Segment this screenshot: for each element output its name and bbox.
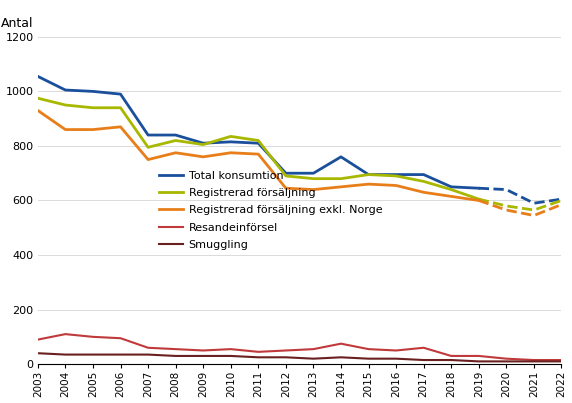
- Text: Antal: Antal: [1, 17, 34, 30]
- Legend: Total konsumtion, Registrerad försäljning, Registrerad försäljning exkl. Norge, : Total konsumtion, Registrerad försäljnin…: [158, 171, 382, 250]
